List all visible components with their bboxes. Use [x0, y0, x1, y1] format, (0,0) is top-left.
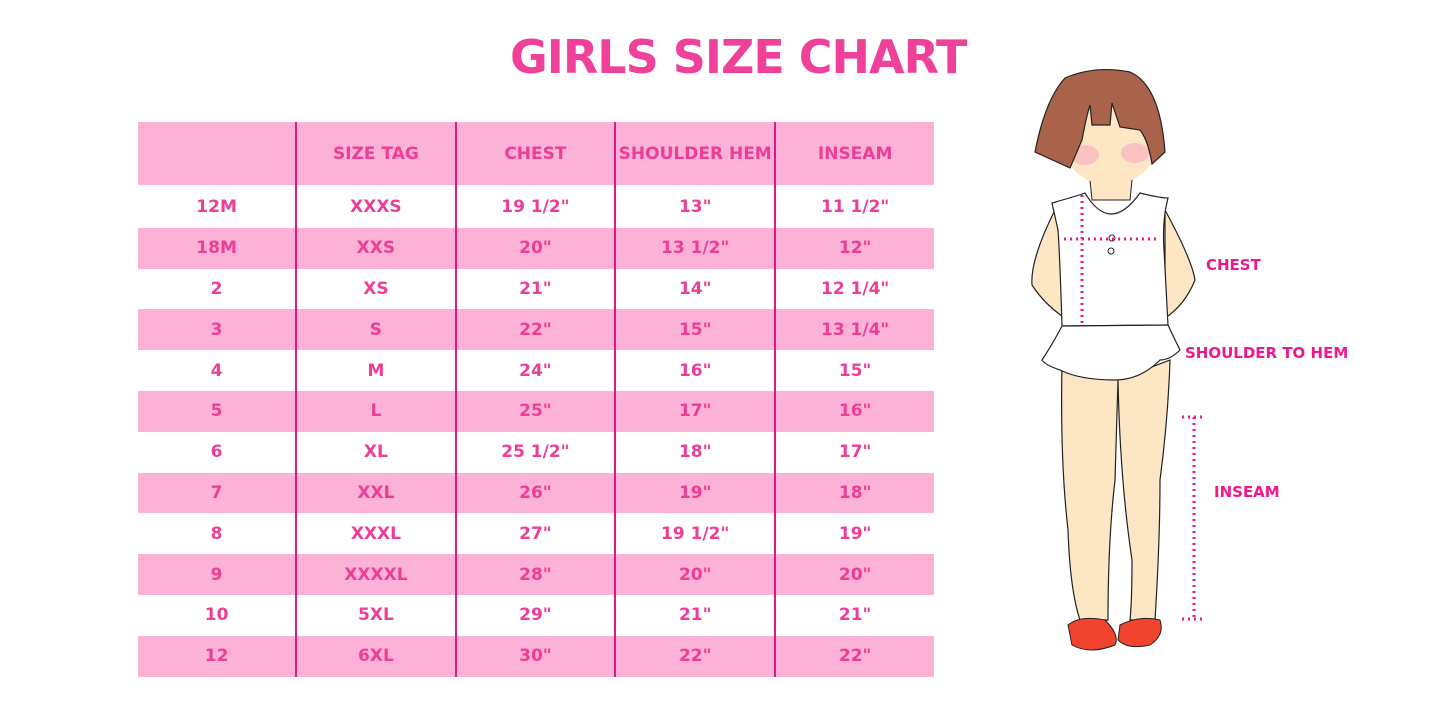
table-cell: 5XL — [295, 594, 456, 636]
table-cell: 16" — [774, 390, 934, 432]
shoulder-to-hem-label: SHOULDER TO HEM — [1185, 344, 1349, 362]
page-title: GIRLS SIZE CHART — [510, 30, 967, 84]
table-cell: 19" — [774, 513, 934, 555]
column-header: SIZE TAG — [295, 122, 456, 185]
table-cell: 12 — [138, 635, 297, 677]
table-cell: 19 1/2" — [614, 513, 776, 555]
table-cell: 11 1/2" — [774, 187, 934, 228]
table-cell: 13" — [614, 187, 776, 228]
table-row: 2 XS 21" 14" 12 1/4" — [138, 268, 934, 310]
table-cell: XXXL — [295, 513, 456, 555]
table-row: 3 S 22" 15" 13 1/4" — [138, 309, 934, 351]
table-cell: 27" — [454, 513, 616, 555]
girl-figure-icon — [1031, 68, 1202, 651]
table-cell: 15" — [614, 309, 776, 351]
table-cell: 18" — [614, 431, 776, 473]
table-header-row: SIZE TAG CHEST SHOULDER HEM INSEAM — [138, 122, 934, 185]
table-cell: 5 — [138, 390, 297, 432]
table-cell: 19 1/2" — [454, 187, 616, 228]
table-cell: 20" — [774, 554, 934, 595]
table-cell: XL — [295, 431, 456, 473]
table-cell: 13 1/4" — [774, 309, 934, 351]
table-cell: L — [295, 390, 456, 432]
table-cell: XS — [295, 268, 456, 310]
table-cell: 22" — [774, 635, 934, 677]
table-cell: XXXS — [295, 187, 456, 228]
table-row: 8 XXXL 27" 19 1/2" 19" — [138, 513, 934, 555]
table-cell: 29" — [454, 594, 616, 636]
column-header: SHOULDER HEM — [614, 122, 776, 185]
table-cell: 24" — [454, 350, 616, 391]
table-cell: 12M — [196, 197, 237, 218]
table-cell: 10 — [204, 605, 229, 626]
table-cell: 20" — [454, 227, 616, 269]
table-cell: 19" — [614, 472, 776, 514]
table-cell: 22" — [454, 309, 616, 351]
table-cell: 6 — [210, 442, 223, 463]
table-row: 12M XXXS 19 1/2" 13" 11 1/2" — [138, 187, 934, 228]
table-cell: 2 — [210, 278, 223, 299]
table-cell: 14" — [614, 268, 776, 310]
table-row: 7 XXL 26" 19" 18" — [138, 472, 934, 514]
table-cell: 17" — [614, 390, 776, 432]
table-cell: 25 1/2" — [454, 431, 616, 473]
table-cell: 16" — [614, 350, 776, 391]
table-row: 18M XXS 20" 13 1/2" 12" — [138, 227, 934, 269]
table-cell: 21" — [614, 594, 776, 636]
table-cell: 17" — [774, 431, 934, 473]
column-header: INSEAM — [774, 122, 934, 185]
table-cell: 21" — [454, 268, 616, 310]
table-cell: 26" — [454, 472, 616, 514]
spacer-cell — [295, 185, 456, 187]
table-cell: 12 1/4" — [774, 268, 934, 310]
table-cell: XXXXL — [295, 554, 456, 595]
table-cell: 4 — [210, 360, 223, 381]
table-cell: 8 — [210, 523, 223, 544]
table-cell: 18M — [138, 227, 297, 269]
table-cell: 9 — [138, 554, 297, 595]
spacer-cell — [454, 185, 616, 187]
table-cell: S — [295, 309, 456, 351]
table-row: 6 XL 25 1/2" 18" 17" — [138, 431, 934, 473]
table-row: 9 XXXXL 28" 20" 20" — [138, 554, 934, 595]
chest-label: CHEST — [1206, 256, 1261, 274]
table-cell: M — [295, 350, 456, 391]
spacer-row — [138, 185, 934, 187]
table-cell: 15" — [774, 350, 934, 391]
table-row: 10 5XL 29" 21" 21" — [138, 594, 934, 636]
table-cell: 21" — [774, 594, 934, 636]
table-cell: XXS — [295, 227, 456, 269]
table-row: 5 L 25" 17" 16" — [138, 390, 934, 432]
table-cell: 3 — [138, 309, 297, 351]
table-cell: 25" — [454, 390, 616, 432]
table-cell: 12" — [774, 227, 934, 269]
table-row: 4 M 24" 16" 15" — [138, 350, 934, 391]
table-cell: 7 — [138, 472, 297, 514]
table-cell: 6XL — [295, 635, 456, 677]
girl-measurement-illustration — [1020, 60, 1380, 664]
table-row: 12 6XL 30" 22" 22" — [138, 635, 934, 677]
table-cell: 30" — [454, 635, 616, 677]
column-header — [138, 122, 297, 185]
table-cell: 22" — [614, 635, 776, 677]
size-chart-table: SIZE TAG CHEST SHOULDER HEM INSEAM 12M XXXS 1… — [138, 122, 934, 677]
spacer-cell — [774, 185, 934, 187]
table-cell: XXL — [295, 472, 456, 514]
table-cell: 20" — [614, 554, 776, 595]
table-cell: 13 1/2" — [614, 227, 776, 269]
spacer-cell — [614, 185, 776, 187]
column-header: CHEST — [454, 122, 616, 185]
inseam-label: INSEAM — [1214, 483, 1280, 501]
table-cell: 18" — [774, 472, 934, 514]
table-cell: 28" — [454, 554, 616, 595]
